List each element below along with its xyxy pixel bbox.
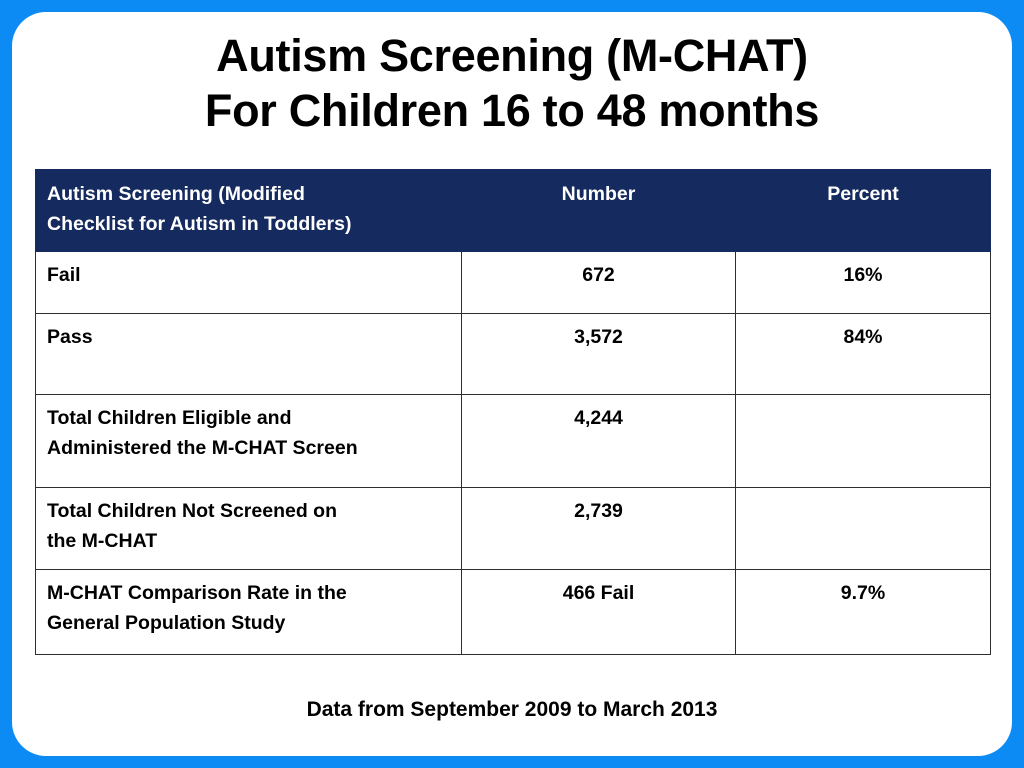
row-label-comparison-rate: M-CHAT Comparison Rate in the General Po… xyxy=(35,569,462,655)
column-header-percent: Percent xyxy=(735,169,991,252)
row-percent-comparison-rate: 9.7% xyxy=(735,569,991,655)
table-row: Total Children Eligible and Administered… xyxy=(35,394,991,488)
row-label-total-eligible-line-2: Administered the M-CHAT Screen xyxy=(47,437,358,459)
column-header-number: Number xyxy=(461,169,736,252)
data-source-note: Data from September 2009 to March 2013 xyxy=(306,698,718,721)
row-label-not-screened-line-1: Total Children Not Screened on xyxy=(47,500,337,522)
row-label-not-screened-line-2: the M-CHAT xyxy=(47,530,158,552)
screening-results-table: Autism Screening (Modified Checklist for… xyxy=(35,169,991,655)
table-row: Total Children Not Screened on the M-CHA… xyxy=(35,487,991,570)
row-number-comparison-rate: 466 Fail xyxy=(461,569,736,655)
row-number-not-screened: 2,739 xyxy=(461,487,736,570)
table-body: Fail 672 16% Pass 3,572 84% Total Childr… xyxy=(35,251,991,655)
row-label-total-eligible: Total Children Eligible and Administered… xyxy=(35,394,462,488)
column-header-screening: Autism Screening (Modified Checklist for… xyxy=(35,169,462,252)
row-label-fail: Fail xyxy=(35,251,462,314)
table-row: Pass 3,572 84% xyxy=(35,313,991,395)
column-header-screening-line-1: Autism Screening (Modified xyxy=(47,183,305,205)
column-header-screening-line-2: Checklist for Autism in Toddlers) xyxy=(47,213,352,235)
row-number-pass: 3,572 xyxy=(461,313,736,395)
table-row: M-CHAT Comparison Rate in the General Po… xyxy=(35,569,991,655)
table-header-row: Autism Screening (Modified Checklist for… xyxy=(35,169,991,252)
row-label-not-screened: Total Children Not Screened on the M-CHA… xyxy=(35,487,462,570)
table-row: Fail 672 16% xyxy=(35,251,991,314)
row-label-pass-line-1: Pass xyxy=(47,326,93,348)
row-number-total-eligible: 4,244 xyxy=(461,394,736,488)
row-percent-fail: 16% xyxy=(735,251,991,314)
page-title-line-2: For Children 16 to 48 months xyxy=(204,85,820,136)
table-header: Autism Screening (Modified Checklist for… xyxy=(35,169,991,252)
row-label-comparison-rate-line-1: M-CHAT Comparison Rate in the xyxy=(47,582,347,604)
row-label-fail-line-1: Fail xyxy=(47,264,81,286)
row-label-comparison-rate-line-2: General Population Study xyxy=(47,612,286,634)
row-percent-total-eligible xyxy=(735,394,991,488)
row-label-total-eligible-line-1: Total Children Eligible and xyxy=(47,407,292,429)
row-number-fail: 672 xyxy=(461,251,736,314)
row-label-pass: Pass xyxy=(35,313,462,395)
page-title: Autism Screening (M-CHAT) For Children 1… xyxy=(12,28,1012,138)
row-percent-not-screened xyxy=(735,487,991,570)
row-percent-pass: 84% xyxy=(735,313,991,395)
page-title-line-1: Autism Screening (M-CHAT) xyxy=(216,30,808,81)
slide-panel: Autism Screening (M-CHAT) For Children 1… xyxy=(12,12,1012,756)
